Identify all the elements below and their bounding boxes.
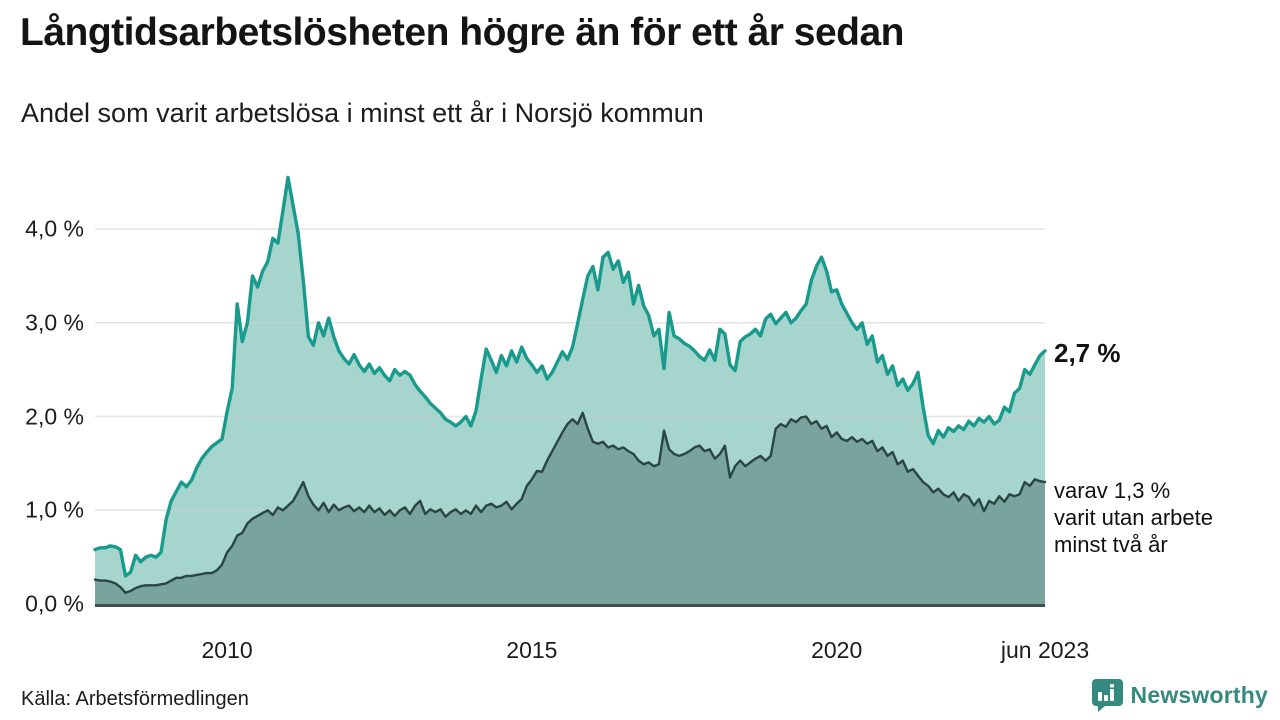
y-axis-label: 4,0 % <box>25 215 84 242</box>
newsworthy-wordmark: Newsworthy <box>1130 682 1268 708</box>
newsworthy-logo: Newsworthy <box>1091 679 1268 712</box>
newsworthy-logo-icon <box>1091 679 1123 712</box>
subset-annotation-line: varit utan arbete <box>1054 505 1213 530</box>
y-axis-label: 3,0 % <box>25 309 84 336</box>
subset-annotation-line: minst två år <box>1054 532 1168 557</box>
x-axis-label: 2020 <box>811 637 863 663</box>
subset-annotation: varav 1,3 % varit utan arbete minst två … <box>1054 477 1213 558</box>
subset-annotation-line: varav 1,3 % <box>1054 478 1171 503</box>
chart-title: Långtidsarbetslösheten högre än för ett … <box>20 11 905 54</box>
y-axis-label: 1,0 % <box>25 496 84 523</box>
chart-subtitle: Andel som varit arbetslösa i minst ett å… <box>21 98 704 128</box>
x-axis-label: 2010 <box>201 637 253 663</box>
y-axis-label: 0,0 % <box>25 590 84 617</box>
y-axis-label: 2,0 % <box>25 403 84 429</box>
latest-value-annotation: 2,7 % <box>1054 338 1121 368</box>
x-axis-label: 2015 <box>506 637 558 663</box>
source-note: Källa: Arbetsförmedlingen <box>21 688 249 710</box>
x-axis-label: jun 2023 <box>1000 637 1090 663</box>
